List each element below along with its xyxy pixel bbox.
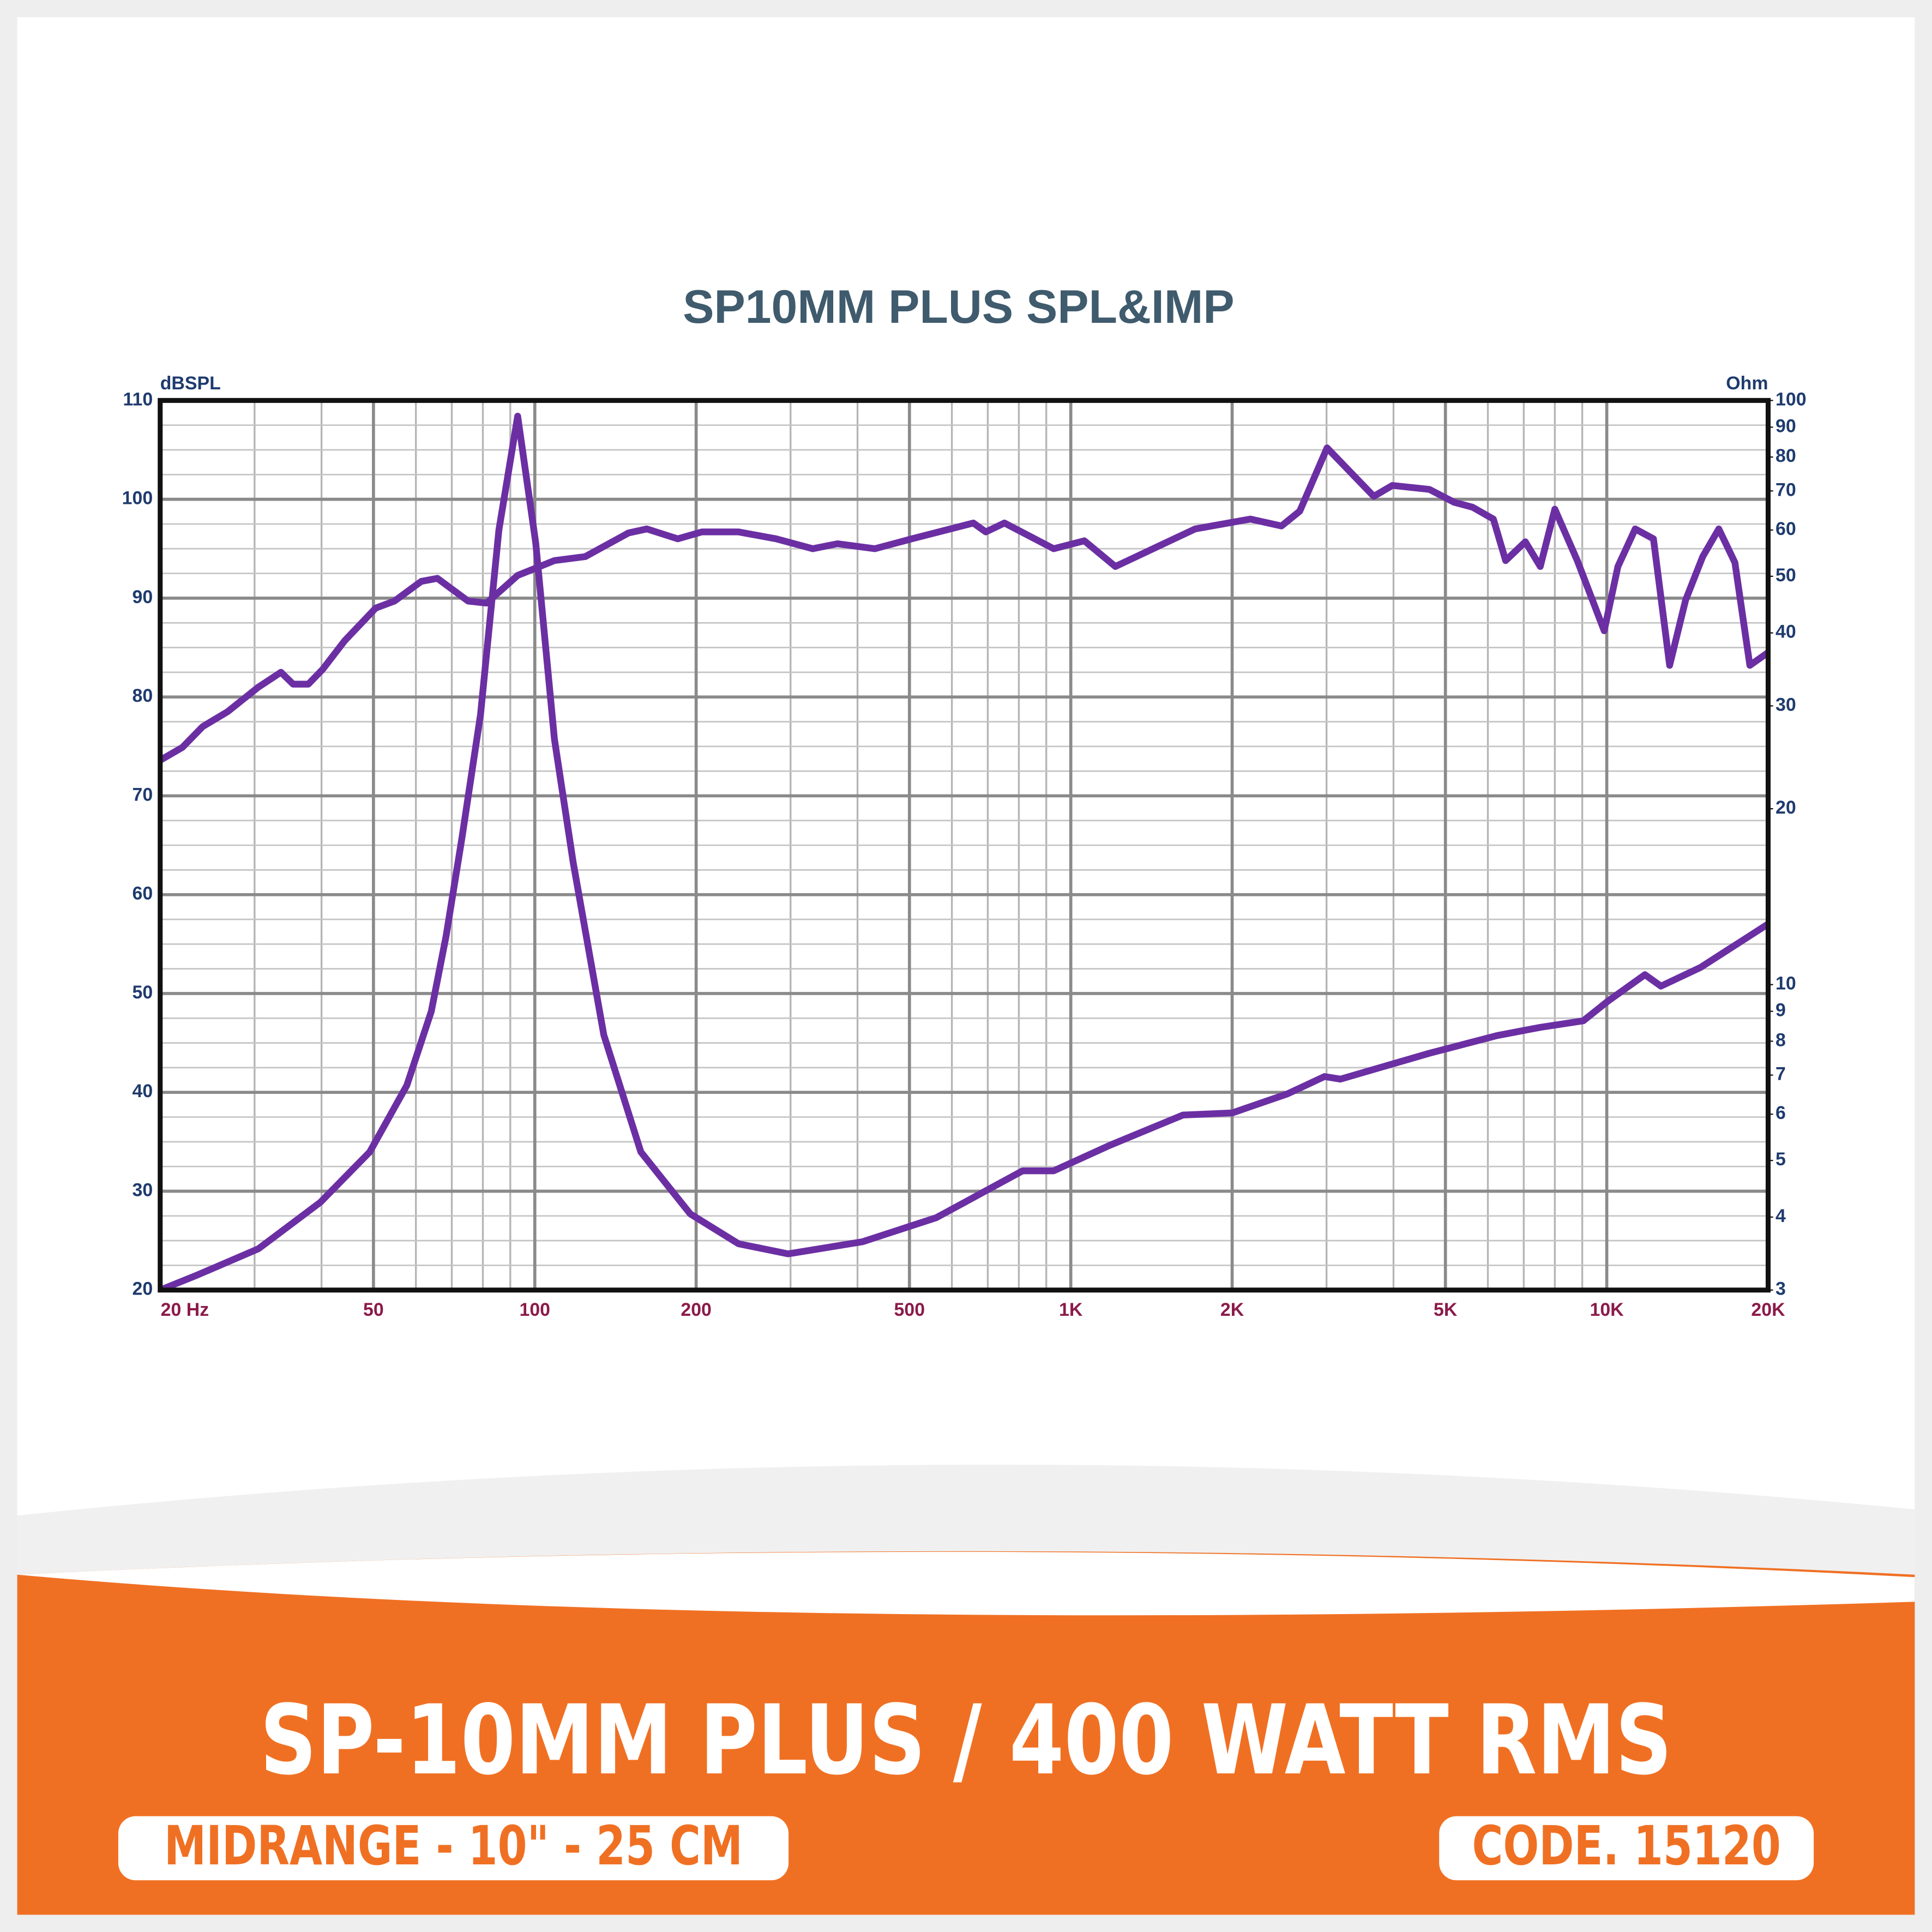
y-tick-label: 60 xyxy=(132,883,153,904)
y-tick-label: 90 xyxy=(132,587,153,607)
x-tick-label: 1K xyxy=(1059,1299,1083,1320)
x-tick-label: 20 Hz xyxy=(161,1299,209,1320)
x-tick-label: 50 xyxy=(363,1299,384,1320)
y2-tick-label: 40 xyxy=(1775,622,1796,642)
tick-labels: 20 Hz 50 100 200 500 1K 2K 5K 10K 20K 20 30 40 50 60 70… xyxy=(122,389,1807,1320)
y-tick-label: 20 xyxy=(132,1279,153,1299)
x-tick-label: 500 xyxy=(894,1299,925,1320)
y2-tick-label: 30 xyxy=(1775,694,1796,715)
y2-tick-label: 70 xyxy=(1775,479,1796,500)
y2-tick-label: 50 xyxy=(1775,565,1796,586)
y2-tick-label: 9 xyxy=(1775,1000,1786,1021)
left-tag: MIDRANGE - 10" - 25 CM xyxy=(164,1814,743,1877)
y2-tick-label: 10 xyxy=(1775,973,1796,994)
y-tick-label: 100 xyxy=(122,488,153,509)
y2-tick-label: 100 xyxy=(1775,389,1807,410)
right-tag: CODE. 15120 xyxy=(1472,1814,1780,1877)
x-tick-label: 2K xyxy=(1220,1299,1244,1320)
y-tick-label: 70 xyxy=(132,784,153,805)
y2-tick-label: 8 xyxy=(1775,1030,1786,1050)
x-tick-label: 20K xyxy=(1751,1299,1785,1320)
y-axis-label: dBSPL xyxy=(160,373,221,394)
y-tick-label: 50 xyxy=(132,982,153,1003)
y2-tick-label: 7 xyxy=(1775,1064,1786,1085)
y2-tick-label: 6 xyxy=(1775,1103,1786,1123)
plot-lines xyxy=(160,412,1768,1290)
chart-title: SP10MM PLUS SPL&IMP xyxy=(683,281,1234,333)
series-line xyxy=(160,412,1768,1290)
y2-tick-label: 20 xyxy=(1775,797,1796,818)
y-tick-label: 40 xyxy=(132,1081,153,1102)
tag-box xyxy=(118,1816,789,1881)
y2-tick-label: 5 xyxy=(1775,1149,1786,1170)
x-tick-label: 200 xyxy=(681,1299,712,1320)
x-tick-label: 10K xyxy=(1590,1299,1624,1320)
y-tick-label: 30 xyxy=(132,1179,153,1200)
y2-axis-label: Ohm xyxy=(1726,373,1768,394)
y2-tick-label: 4 xyxy=(1775,1206,1786,1226)
y2-tick-label: 3 xyxy=(1775,1279,1786,1299)
banner-curve xyxy=(17,1551,1915,1616)
grid xyxy=(158,399,1770,1292)
banner-title: SP-10MM PLUS / 400 WATT RMS xyxy=(260,1684,1672,1797)
series-line xyxy=(160,444,1768,764)
y-tick-label: 110 xyxy=(123,389,153,410)
tag-box xyxy=(1439,1816,1814,1881)
x-tick-label: 100 xyxy=(520,1299,551,1320)
y2-tick-label: 60 xyxy=(1775,519,1796,539)
y-tick-label: 80 xyxy=(132,685,153,706)
y2-tick-label: 80 xyxy=(1775,446,1796,466)
plot-frame xyxy=(158,398,1771,1293)
x-tick-label: 5K xyxy=(1434,1299,1458,1320)
y2-tick-label: 90 xyxy=(1775,416,1796,436)
